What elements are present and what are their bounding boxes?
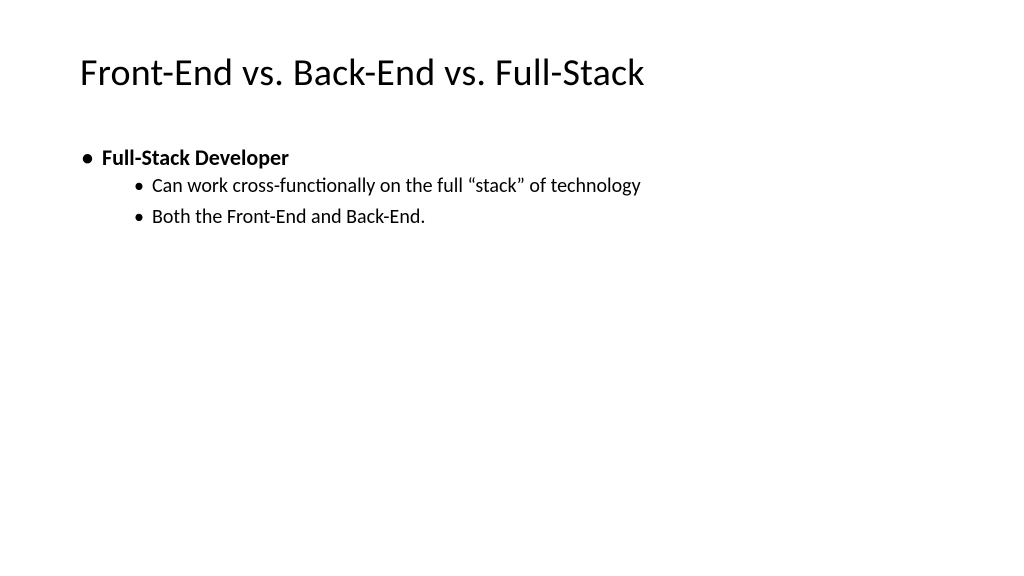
bullet-list: Full-Stack Developer Can work cross-func… <box>80 144 944 231</box>
sub-bullet-item: Can work cross-functionally on the full … <box>132 173 944 200</box>
bullet-label: Full-Stack Developer <box>102 144 289 171</box>
sub-bullet-label: Both the Front-End and Back-End. <box>152 205 425 229</box>
sub-bullet-label: Can work cross-functionally on the full … <box>152 174 641 198</box>
slide-title: Front-End vs. Back-End vs. Full-Stack <box>80 50 944 96</box>
sub-bullet-item: Both the Front-End and Back-End. <box>132 204 944 231</box>
bullet-item-fullstack: Full-Stack Developer Can work cross-func… <box>80 144 944 231</box>
sub-bullet-list: Can work cross-functionally on the full … <box>102 173 944 231</box>
